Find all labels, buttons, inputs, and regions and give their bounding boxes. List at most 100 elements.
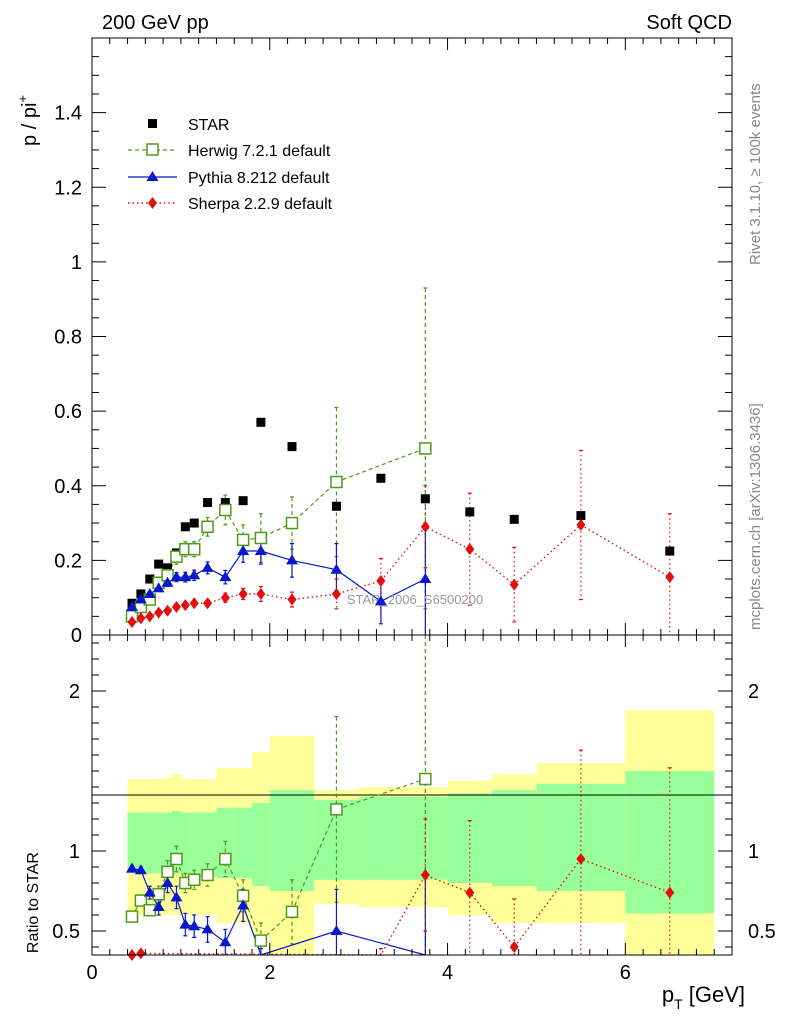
main-pythia-point bbox=[152, 582, 165, 593]
x-tick-label: 2 bbox=[264, 962, 275, 984]
ratio-y-tick-label: 0.5 bbox=[52, 921, 80, 943]
main-sherpa-point bbox=[465, 543, 475, 556]
main-star-point bbox=[287, 442, 297, 452]
main-pythia-point bbox=[179, 571, 192, 582]
ratio-ytick-labels-right: 0.5 1 2 bbox=[748, 681, 776, 943]
analysis-watermark: STAR_2006_S6500200 bbox=[347, 592, 483, 607]
main-sherpa-point bbox=[154, 606, 164, 619]
main-ticks bbox=[91, 37, 732, 636]
ratio-pythia-point bbox=[188, 920, 201, 931]
main-sherpa-point bbox=[163, 604, 173, 617]
ratio-sherpa-point bbox=[665, 886, 675, 899]
main-pythia-point bbox=[254, 545, 267, 556]
legend-label-pythia: Pythia 8.212 default bbox=[188, 170, 330, 187]
main-pythia-point bbox=[330, 563, 343, 574]
main-ytick-labels: 0 0.2 0.4 0.6 0.8 1 1.2 1.4 bbox=[54, 103, 82, 647]
ratio-sherpa-point bbox=[576, 853, 586, 865]
ratio-herwig-point bbox=[152, 887, 165, 901]
ratio-band-inner bbox=[172, 811, 181, 874]
main-pythia-point bbox=[188, 569, 201, 580]
ratio-band-inner bbox=[163, 812, 172, 874]
ratio-ticks bbox=[91, 635, 732, 955]
ratio-herwig-point bbox=[170, 852, 183, 866]
legend-marker-sherpa bbox=[148, 197, 157, 209]
main-y-axis-label: p / pi+ bbox=[15, 95, 41, 146]
legend: STAR Herwig 7.2.1 default Pythia 8.212 d… bbox=[128, 117, 333, 213]
main-star-point bbox=[189, 518, 199, 528]
main-pythia-point bbox=[170, 571, 183, 582]
ratio-herwig-point bbox=[125, 910, 139, 923]
main-star-point bbox=[238, 496, 248, 506]
ratio-pythia-point bbox=[179, 918, 192, 929]
ratio-herwig-point bbox=[134, 894, 148, 907]
ratio-pythia-point bbox=[237, 899, 250, 910]
main-sherpa-point bbox=[127, 615, 137, 628]
main-herwig-point bbox=[187, 542, 201, 556]
main-y-tick-label: 0 bbox=[71, 625, 82, 647]
main-herwig-point bbox=[170, 550, 183, 563]
main-herwig-point bbox=[419, 442, 432, 455]
ratio-band-inner bbox=[269, 790, 315, 891]
main-pythia-point bbox=[134, 593, 147, 604]
ratio-sherpa-point bbox=[420, 869, 430, 881]
main-sherpa-point bbox=[145, 610, 155, 623]
ratio-band-inner bbox=[358, 796, 404, 880]
main-pythia-point bbox=[161, 576, 174, 587]
main-sherpa-point bbox=[665, 571, 675, 584]
main-pythia-point bbox=[374, 595, 387, 606]
legend-marker-herwig bbox=[146, 143, 159, 156]
ratio-herwig-point bbox=[330, 803, 343, 816]
ratio-sherpa-point bbox=[465, 886, 475, 899]
ratio-band-inner bbox=[145, 812, 155, 874]
legend-label-sherpa: Sherpa 2.2.9 default bbox=[188, 196, 333, 213]
ratio-band-inner bbox=[198, 812, 217, 877]
ratio-pythia-point bbox=[152, 901, 165, 911]
main-star-point bbox=[509, 514, 519, 524]
main-sherpa-point bbox=[220, 591, 230, 604]
ratio-band-inner bbox=[189, 812, 199, 875]
ratio-y-tick-label: 1 bbox=[69, 841, 80, 863]
ratio-herwig-point bbox=[254, 934, 268, 947]
main-herwig-point bbox=[254, 531, 268, 545]
main-herwig-point bbox=[285, 516, 299, 530]
ratio-sherpa-point bbox=[509, 941, 519, 953]
ratio-herwig-point bbox=[201, 868, 214, 882]
ratio-herwig-point bbox=[419, 772, 432, 786]
main-pythia-point bbox=[237, 545, 250, 556]
main-sherpa-point bbox=[420, 520, 430, 533]
ratio-y-tick-label-right: 2 bbox=[748, 681, 759, 703]
main-pythia-point bbox=[286, 554, 298, 565]
main-star-point bbox=[256, 417, 266, 427]
header-category-label: Soft QCD bbox=[646, 12, 732, 34]
ratio-herwig-point bbox=[187, 873, 201, 887]
main-y-tick-label: 1 bbox=[71, 252, 82, 274]
ratio-ytick-labels: 0.5 1 2 bbox=[52, 681, 80, 943]
main-y-tick-label: 0.6 bbox=[54, 401, 82, 423]
main-star-point bbox=[180, 522, 190, 532]
main-star-point bbox=[465, 507, 475, 517]
ratio-panel: 0.5 1 2 0.5 1 2 0 2 4 6 Ratio to STAR pT [GeV] bbox=[25, 634, 776, 1012]
ratio-y-tick-label-right: 0.5 bbox=[748, 921, 776, 943]
header-energy-label: 200 GeV pp bbox=[102, 12, 209, 34]
ratio-pythia-point bbox=[201, 923, 214, 934]
legend-marker-star bbox=[148, 119, 157, 128]
x-tick-label: 0 bbox=[86, 962, 97, 984]
main-sherpa-point bbox=[509, 578, 519, 591]
main-star-point bbox=[220, 498, 230, 508]
ratio-band-inner bbox=[234, 807, 252, 879]
main-y-tick-label: 0.4 bbox=[54, 476, 82, 498]
main-y-tick-label: 0.8 bbox=[54, 327, 82, 349]
main-pythia-point bbox=[419, 573, 432, 584]
main-sherpa-point bbox=[203, 597, 213, 610]
main-herwig-point bbox=[236, 533, 250, 547]
ratio-xtick-labels: 0 2 4 6 bbox=[86, 962, 630, 984]
legend-label-herwig: Herwig 7.2.1 default bbox=[188, 143, 331, 160]
ratio-herwig-point bbox=[219, 852, 232, 866]
main-sherpa-point bbox=[171, 601, 181, 614]
main-sherpa-point bbox=[136, 612, 146, 625]
main-star-point bbox=[420, 494, 430, 504]
main-sherpa-point bbox=[256, 587, 266, 600]
x-tick-label: 6 bbox=[620, 962, 631, 984]
main-star-point bbox=[376, 473, 386, 483]
